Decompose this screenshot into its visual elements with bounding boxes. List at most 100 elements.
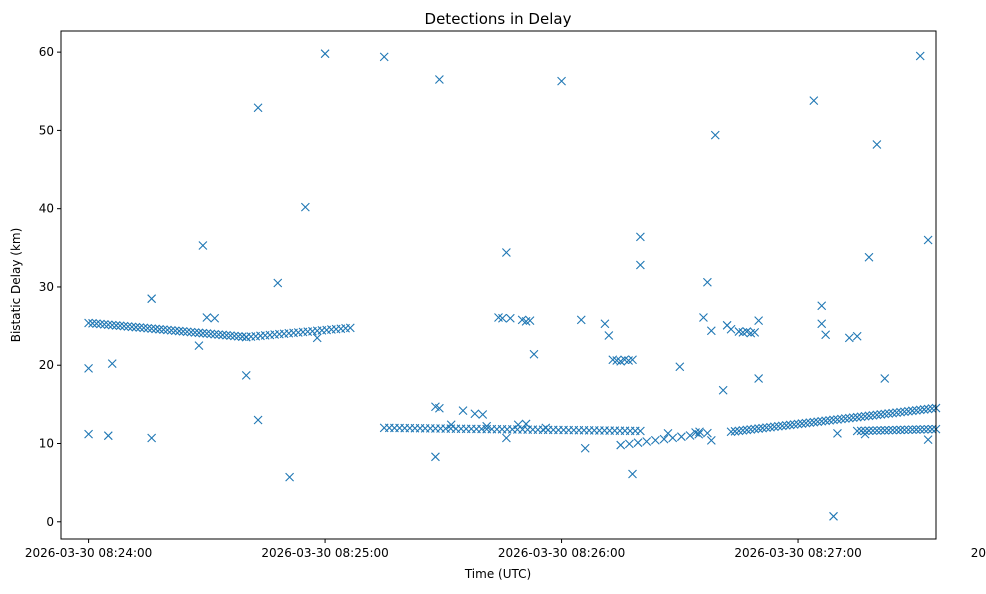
detection-point xyxy=(746,425,756,434)
detection-point xyxy=(730,426,740,436)
detection-point xyxy=(84,363,93,373)
detection-point xyxy=(754,424,764,433)
detection-point xyxy=(821,416,831,426)
y-tick-label: 0 xyxy=(46,515,54,529)
detection-point xyxy=(115,321,125,331)
detection-point xyxy=(521,419,531,429)
detection-point xyxy=(825,415,834,425)
detection-point xyxy=(876,410,886,419)
detection-point xyxy=(616,440,626,450)
detection-point xyxy=(915,425,925,434)
detection-point xyxy=(710,130,720,140)
detection-point xyxy=(911,405,921,415)
x-tick-label: 2026-03-30 08:25:00 xyxy=(261,546,388,560)
detection-point xyxy=(206,329,216,339)
detection-point xyxy=(904,406,913,416)
detection-point xyxy=(797,419,807,428)
detection-point xyxy=(829,415,838,425)
detection-point xyxy=(131,322,141,332)
detection-point xyxy=(320,49,330,59)
detection-point xyxy=(111,321,121,330)
detection-point xyxy=(222,330,231,340)
detection-point xyxy=(777,421,787,431)
detection-point xyxy=(166,325,176,335)
detection-point xyxy=(919,405,929,414)
x-tick-label: 2026-03-30 08:28:00 xyxy=(971,546,986,560)
detection-point xyxy=(896,425,905,435)
detection-point xyxy=(848,413,858,423)
detection-point xyxy=(864,252,874,262)
detection-point xyxy=(706,326,716,336)
detection-point xyxy=(868,426,878,435)
detection-point xyxy=(198,241,208,250)
y-tick-label: 50 xyxy=(39,123,54,137)
detection-point xyxy=(210,329,220,339)
detection-point xyxy=(907,406,917,416)
detection-point xyxy=(628,469,637,479)
detection-point xyxy=(210,313,220,323)
detection-point xyxy=(194,341,204,351)
detection-point xyxy=(501,248,511,257)
detection-point xyxy=(163,325,172,335)
detection-point xyxy=(668,433,678,443)
detection-point xyxy=(821,330,831,340)
detection-point xyxy=(789,420,799,429)
detection-point xyxy=(742,425,752,435)
detection-point xyxy=(253,103,263,113)
detection-point xyxy=(919,424,929,434)
detection-point xyxy=(706,435,716,445)
detection-point xyxy=(856,426,866,436)
detection-point xyxy=(923,404,933,414)
x-tick-label: 2026-03-30 08:24:00 xyxy=(25,546,152,560)
plot-frame xyxy=(60,30,937,540)
x-tick-label: 2026-03-30 08:26:00 xyxy=(498,546,625,560)
detection-point xyxy=(860,426,870,436)
detection-point xyxy=(190,328,200,337)
detection-point xyxy=(107,359,117,369)
detection-point xyxy=(636,260,645,270)
detection-point xyxy=(107,320,117,330)
detection-point xyxy=(431,452,440,462)
detection-point xyxy=(829,511,838,521)
detection-point xyxy=(805,418,815,428)
detection-point xyxy=(817,416,827,426)
detection-point xyxy=(817,301,827,311)
detection-point xyxy=(147,433,157,443)
detection-point xyxy=(817,319,827,329)
detection-point xyxy=(92,319,101,329)
detection-point xyxy=(576,315,586,325)
detection-point xyxy=(650,435,660,445)
marks-layer xyxy=(84,49,941,521)
detection-point xyxy=(900,425,909,435)
detection-point xyxy=(675,362,685,372)
y-axis-label: Bistatic Delay (km) xyxy=(9,228,23,343)
detection-point xyxy=(273,278,283,288)
detection-point xyxy=(718,385,728,395)
detection-point xyxy=(498,313,507,323)
detection-point xyxy=(872,140,882,149)
detection-point xyxy=(226,331,235,341)
detection-point xyxy=(501,433,511,443)
detection-point xyxy=(781,420,791,430)
detection-point xyxy=(557,76,566,86)
detection-point xyxy=(505,313,515,323)
detection-point xyxy=(194,328,204,338)
axes-layer: 2026-03-30 08:24:00 2026-03-30 08:25:00 20… xyxy=(25,45,986,560)
detection-point xyxy=(703,277,712,287)
detection-point xyxy=(844,333,854,343)
detection-point xyxy=(876,426,886,435)
detection-point xyxy=(218,330,227,340)
detection-point xyxy=(600,319,610,329)
detection-point xyxy=(750,327,760,337)
detection-point xyxy=(139,323,149,333)
detection-point xyxy=(482,421,492,431)
detection-point xyxy=(892,408,901,418)
detection-point xyxy=(793,419,803,429)
detection-point xyxy=(852,412,862,422)
detection-point xyxy=(434,75,444,84)
detection-point xyxy=(676,432,686,442)
detection-point xyxy=(770,422,779,432)
detection-point xyxy=(458,406,468,416)
detection-point xyxy=(833,428,842,438)
detection-point xyxy=(872,426,882,435)
